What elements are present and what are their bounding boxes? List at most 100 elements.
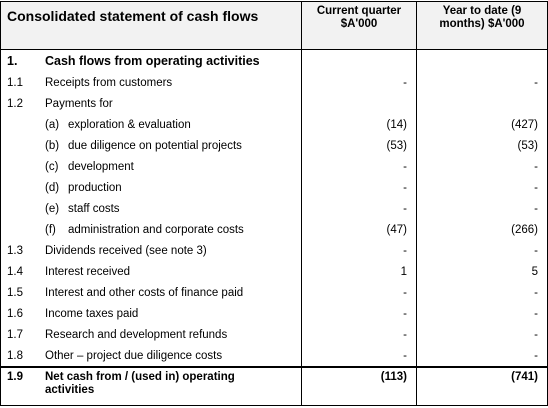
row-number: 1.2 [7,97,23,110]
label-cell: 1. Cash flows from operating activities [0,49,302,72]
header-row: Consolidated statement of cash flows Cur… [0,1,548,50]
year-to-date-cell: - [416,198,548,219]
year-to-date-value: - [534,328,538,341]
column-header-text: Year to date (9 months) $A'000 [439,5,525,30]
column-header-text: Current quarter $A'000 [316,5,402,30]
row-label: Cash flows from operating activities [45,54,260,68]
year-to-date-value: - [534,160,538,173]
label-cell: 1.3 Dividends received (see note 3) [0,240,302,261]
row-label: Net cash from / (used in) operating acti… [45,371,235,396]
row-label: due diligence on potential projects [68,139,242,152]
year-to-date-cell: (266) [416,219,548,240]
current-quarter-cell: 1 [301,261,417,282]
row-number: 1.8 [7,349,23,362]
current-quarter-cell: - [301,282,417,303]
row-label: exploration & evaluation [68,118,191,131]
label-cell: 1.1 Receipts from customers [0,72,302,93]
current-quarter-value: - [403,244,407,257]
year-to-date-value: (741) [511,371,538,383]
year-to-date-value: (427) [511,118,538,131]
current-quarter-cell: - [301,177,417,198]
label-cell: (e) staff costs [0,198,302,219]
current-quarter-value: - [403,76,407,89]
year-to-date-value: - [534,349,538,362]
table-row: (e) staff costs - - [0,198,548,219]
current-quarter-cell: - [301,240,417,261]
table-row: (b) due diligence on potential projects (5… [0,135,548,156]
current-quarter-cell [301,49,417,72]
row-number: 1.5 [7,286,23,299]
sub-item-letter: (e) [45,202,60,215]
table-row: 1.4 Interest received 1 5 [0,261,548,282]
current-quarter-value: - [403,160,407,173]
year-to-date-cell: - [416,72,548,93]
current-quarter-cell: (14) [301,114,417,135]
year-to-date-cell: - [416,303,548,324]
row-label: Interest received [45,265,131,278]
year-to-date-value: - [534,202,538,215]
year-to-date-value: (53) [517,139,538,152]
current-quarter-value: 1 [400,265,407,278]
current-quarter-value: (113) [380,371,407,383]
current-quarter-cell: - [301,198,417,219]
row-number: 1.7 [7,328,23,341]
current-quarter-cell: - [301,303,417,324]
current-quarter-cell: - [301,324,417,345]
label-cell: (c) development [0,156,302,177]
current-quarter-value: - [403,307,407,320]
current-quarter-cell: (47) [301,219,417,240]
table-row: 1. Cash flows from operating activities [0,49,548,72]
sub-item-letter: (f) [45,223,56,236]
row-number: 1.1 [7,76,23,89]
label-cell: 1.2 Payments for [0,93,302,114]
label-cell: 1.9 Net cash from / (used in) operating a… [0,366,302,406]
sub-item-letter: (b) [45,139,60,152]
current-quarter-cell [301,93,417,114]
sub-item-letter: (a) [45,118,60,131]
row-label: Research and development refunds [45,328,228,341]
table-row: 1.6 Income taxes paid - - [0,303,548,324]
table-row: 1.1 Receipts from customers - - [0,72,548,93]
current-quarter-value: - [403,286,407,299]
label-cell: (d) production [0,177,302,198]
table-row: 1.3 Dividends received (see note 3) - - [0,240,548,261]
current-quarter-value: - [403,202,407,215]
label-cell: (f) administration and corporate costs [0,219,302,240]
current-quarter-value: (53) [386,139,407,152]
row-label: Interest and other costs of finance paid [45,286,244,299]
table-row: 1.7 Research and development refunds - - [0,324,548,345]
table-title: Consolidated statement of cash flows [0,1,302,50]
table-row: (c) development - - [0,156,548,177]
label-cell: 1.7 Research and development refunds [0,324,302,345]
label-cell: (a) exploration & evaluation [0,114,302,135]
year-to-date-value: - [534,76,538,89]
year-to-date-cell: 5 [416,261,548,282]
year-to-date-value: - [534,181,538,194]
year-to-date-cell: - [416,345,548,367]
label-cell: (b) due diligence on potential projects [0,135,302,156]
row-number: 1.9 [7,371,23,383]
current-quarter-value: - [403,328,407,341]
current-quarter-cell: - [301,345,417,367]
row-number: 1.6 [7,307,23,320]
year-to-date-value: (266) [511,223,538,236]
current-quarter-cell: - [301,156,417,177]
year-to-date-cell: - [416,282,548,303]
row-label: Other – project due diligence costs [45,349,223,362]
label-cell: 1.5 Interest and other costs of finance p… [0,282,302,303]
table-row: (d) production - - [0,177,548,198]
table-row: 1.2 Payments for [0,93,548,114]
year-to-date-value: - [534,244,538,257]
current-quarter-value: - [403,349,407,362]
row-label: Payments for [45,97,113,110]
year-to-date-cell [416,49,548,72]
column-header: Current quarter $A'000 [301,1,417,50]
year-to-date-cell: - [416,240,548,261]
current-quarter-cell: (53) [301,135,417,156]
year-to-date-value: - [534,286,538,299]
sub-item-letter: (d) [45,181,60,194]
year-to-date-cell: (741) [416,366,548,406]
current-quarter-value: (47) [386,223,407,236]
year-to-date-cell: (53) [416,135,548,156]
